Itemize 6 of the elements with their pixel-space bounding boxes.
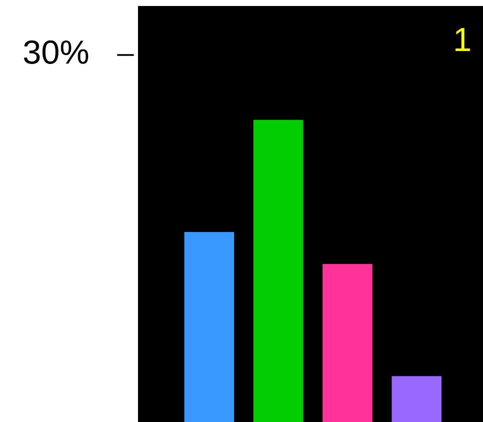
bar — [253, 120, 304, 422]
bar — [322, 264, 372, 422]
text: 1 — [456, 28, 470, 51]
bar — [184, 232, 234, 422]
bar — [392, 376, 442, 422]
text: 30% — [24, 40, 88, 64]
